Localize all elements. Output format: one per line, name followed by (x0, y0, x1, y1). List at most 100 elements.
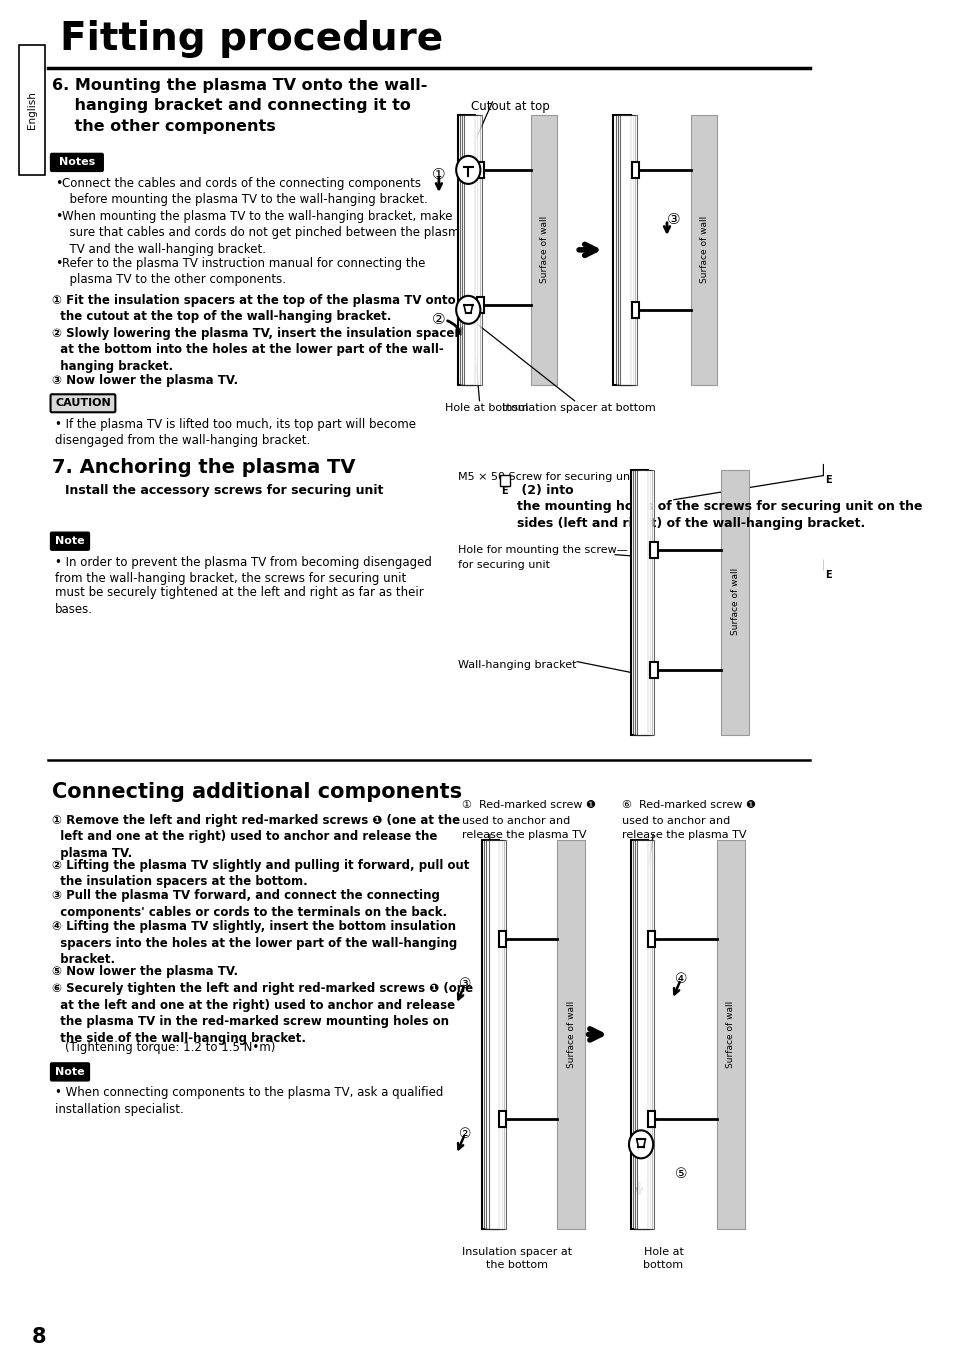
Bar (632, 162, 639, 178)
Text: • When connecting components to the plasma TV, ask a qualified
installation spec: • When connecting components to the plas… (55, 1087, 443, 1116)
Bar (531, 115, 557, 385)
Circle shape (456, 296, 480, 324)
Polygon shape (615, 115, 632, 385)
Text: 8: 8 (31, 1327, 46, 1347)
Text: ⑥  Red-marked screw ❶: ⑥ Red-marked screw ❶ (621, 799, 756, 810)
Polygon shape (462, 115, 479, 385)
Text: Cutout at top: Cutout at top (471, 100, 549, 113)
Bar (500, 475, 510, 486)
Bar (476, 162, 483, 178)
Bar (632, 302, 639, 317)
Text: Hole at
bottom: Hole at bottom (643, 1247, 683, 1270)
Text: ③ Now lower the plasma TV.: ③ Now lower the plasma TV. (51, 374, 237, 387)
Text: ③: ③ (458, 977, 471, 991)
Text: Surface of wall: Surface of wall (725, 1000, 735, 1068)
Polygon shape (630, 470, 647, 734)
Text: •: • (55, 209, 63, 223)
Bar (649, 662, 658, 678)
Text: Refer to the plasma TV instruction manual for connecting the
  plasma TV to the : Refer to the plasma TV instruction manua… (62, 256, 425, 286)
Text: used to anchor and: used to anchor and (462, 815, 570, 826)
Text: E: E (824, 475, 831, 485)
Polygon shape (630, 840, 647, 1230)
FancyBboxPatch shape (51, 532, 90, 551)
Text: • If the plasma TV is lifted too much, its top part will become
disengaged from : • If the plasma TV is lifted too much, i… (55, 417, 416, 447)
Bar (649, 541, 658, 558)
Bar (822, 559, 832, 570)
Bar (720, 470, 748, 734)
Text: English: English (27, 90, 37, 128)
Text: Note: Note (55, 536, 85, 547)
Text: •: • (55, 256, 63, 270)
Text: Connect the cables and cords of the connecting components
  before mounting the : Connect the cables and cords of the conn… (62, 177, 428, 207)
Bar (0, 0, 823, 55)
Polygon shape (459, 115, 476, 385)
Circle shape (628, 1130, 653, 1158)
Text: Surface of wall: Surface of wall (730, 568, 739, 636)
Polygon shape (464, 115, 481, 385)
Bar (822, 464, 832, 475)
FancyBboxPatch shape (51, 394, 115, 412)
Text: Install the accessory screws for securing unit: Install the accessory screws for securin… (65, 483, 387, 497)
Bar (691, 115, 717, 385)
Text: Surface of wall: Surface of wall (539, 216, 548, 284)
Text: CAUTION: CAUTION (55, 398, 111, 408)
Polygon shape (457, 115, 475, 385)
Bar (19, 45, 45, 176)
Bar (498, 931, 506, 948)
Text: must be securely tightened at the left and right as far as their
bases.: must be securely tightened at the left a… (55, 570, 423, 616)
Text: Notes: Notes (59, 158, 95, 167)
Polygon shape (486, 840, 503, 1230)
Text: ①  Red-marked screw ❶: ① Red-marked screw ❶ (462, 799, 596, 810)
Polygon shape (637, 840, 654, 1230)
Text: Note: Note (55, 1066, 85, 1077)
Bar (717, 840, 744, 1230)
Text: for securing unit: for securing unit (457, 560, 549, 570)
Polygon shape (637, 470, 654, 734)
Text: Insulation spacer at
the bottom: Insulation spacer at the bottom (461, 1247, 571, 1270)
Text: Wall-hanging bracket: Wall-hanging bracket (457, 660, 576, 670)
Bar (647, 1111, 654, 1127)
Text: E: E (501, 486, 508, 497)
Text: ② Slowly lowering the plasma TV, insert the insulation spacers
  at the bottom i: ② Slowly lowering the plasma TV, insert … (51, 327, 467, 373)
Text: 7. Anchoring the plasma TV: 7. Anchoring the plasma TV (51, 458, 355, 477)
Text: used to anchor and: used to anchor and (621, 815, 730, 826)
Text: ① Remove the left and right red-marked screws ❶ (one at the
  left and one at th: ① Remove the left and right red-marked s… (51, 814, 459, 860)
Text: •: • (55, 177, 63, 190)
Text: ① Fit the insulation spacers at the top of the plasma TV onto
  the cutout at th: ① Fit the insulation spacers at the top … (51, 294, 455, 324)
Text: ② Lifting the plasma TV slightly and pulling it forward, pull out
  the insulati: ② Lifting the plasma TV slightly and pul… (51, 859, 469, 888)
Text: E: E (823, 570, 830, 580)
Text: ⑤ Now lower the plasma TV.: ⑤ Now lower the plasma TV. (51, 965, 237, 979)
Bar (557, 840, 584, 1230)
Bar (476, 297, 483, 313)
Polygon shape (481, 840, 498, 1230)
Polygon shape (635, 470, 652, 734)
Circle shape (456, 155, 480, 184)
Text: Surface of wall: Surface of wall (699, 216, 708, 284)
Bar (498, 1111, 506, 1127)
FancyBboxPatch shape (51, 1062, 90, 1081)
Bar (647, 931, 654, 948)
Polygon shape (488, 840, 505, 1230)
Text: (2) into
the mounting holes of the screws for securing unit on the
sides (left a: (2) into the mounting holes of the screw… (517, 483, 922, 529)
Text: Surface of wall: Surface of wall (566, 1000, 575, 1068)
Text: ②: ② (458, 1127, 471, 1141)
Polygon shape (635, 840, 652, 1230)
Text: ③: ③ (666, 212, 680, 227)
Polygon shape (613, 115, 630, 385)
Polygon shape (484, 840, 501, 1230)
Text: Insulation spacer at bottom: Insulation spacer at bottom (501, 402, 655, 413)
Text: M5 × 50 Screw for securing unit: M5 × 50 Screw for securing unit (457, 471, 640, 482)
Text: ③ Pull the plasma TV forward, and connect the connecting
  components' cables or: ③ Pull the plasma TV forward, and connec… (51, 890, 447, 919)
Text: ②: ② (432, 312, 445, 327)
Polygon shape (619, 115, 637, 385)
Text: ④: ④ (674, 972, 686, 987)
Polygon shape (618, 115, 635, 385)
Text: • In order to prevent the plasma TV from becoming disengaged
from the wall-hangi: • In order to prevent the plasma TV from… (55, 556, 432, 585)
Text: 6. Mounting the plasma TV onto the wall-
    hanging bracket and connecting it t: 6. Mounting the plasma TV onto the wall-… (51, 78, 427, 134)
Text: Hole at bottom: Hole at bottom (444, 402, 528, 413)
Polygon shape (632, 840, 650, 1230)
Polygon shape (632, 470, 650, 734)
Text: ⑤: ⑤ (674, 1168, 686, 1181)
Text: release the plasma TV: release the plasma TV (621, 829, 746, 840)
Text: (Tightening torque: 1.2 to 1.5 N•m): (Tightening torque: 1.2 to 1.5 N•m) (65, 1041, 274, 1054)
